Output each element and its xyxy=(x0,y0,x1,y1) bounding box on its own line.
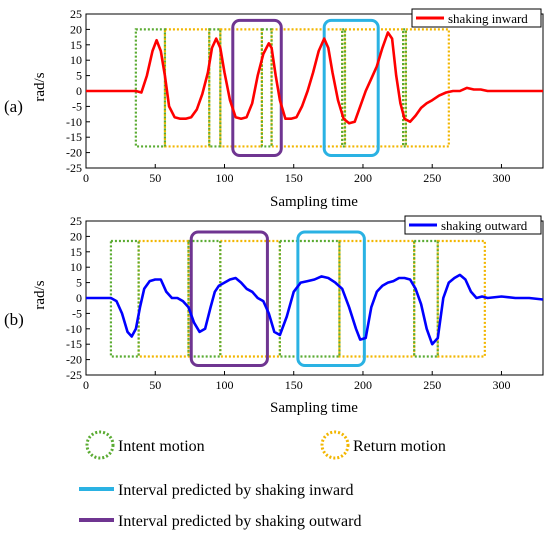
x-tick-label: 150 xyxy=(285,171,303,185)
y-tick-label: -10 xyxy=(66,115,82,129)
x-tick-label: 50 xyxy=(149,378,161,392)
return-motion-interval xyxy=(219,239,281,358)
x-axis-label-b: Sampling time xyxy=(270,400,358,416)
intent-motion-interval xyxy=(109,239,140,358)
return-motion-interval xyxy=(219,28,263,148)
intent-motion-interval xyxy=(187,239,222,358)
return-motion-interval xyxy=(404,28,450,148)
plot-frame-b xyxy=(85,220,544,376)
return-motion-interval xyxy=(436,239,486,358)
legend-box-b xyxy=(404,215,542,235)
intent-motion-interval xyxy=(260,28,273,148)
series-line-shaking-outward xyxy=(86,273,544,346)
interval-boxes-b xyxy=(109,230,486,368)
y-tick-label: 25 xyxy=(70,7,82,21)
y-tick-label: -10 xyxy=(66,322,82,336)
y-tick-label: 0 xyxy=(76,291,82,305)
y-tick-label: 15 xyxy=(70,38,82,52)
predicted-interval-outward xyxy=(231,18,283,157)
chart-panel-b: (b) rad/s Sampling time -25-20-15-10-505… xyxy=(4,214,544,416)
x-tick-label: 200 xyxy=(354,171,372,185)
y-tick-label: 5 xyxy=(76,276,82,290)
y-tick-label: -20 xyxy=(66,146,82,160)
y-tick-label: -5 xyxy=(72,99,82,113)
y-tick-label: -15 xyxy=(66,130,82,144)
intent-motion-interval xyxy=(134,28,167,148)
y-tick-label: 20 xyxy=(70,229,82,243)
x-tick-label: 150 xyxy=(285,378,303,392)
x-tick-label: 200 xyxy=(354,378,372,392)
intent-motion-interval xyxy=(413,239,439,358)
return-motion-legend-icon xyxy=(320,430,350,460)
x-tick-label: 250 xyxy=(423,378,441,392)
y-tick-label: -20 xyxy=(66,353,82,367)
y-axis-label-a: rad/s xyxy=(32,72,48,101)
y-tick-label: 10 xyxy=(70,260,82,274)
predicted-interval-inward xyxy=(322,18,380,157)
legend-b: shaking outward xyxy=(404,215,542,235)
intent-motion-interval xyxy=(208,28,222,148)
x-axis-label-a: Sampling time xyxy=(270,194,358,210)
y-tick-label: 5 xyxy=(76,69,82,83)
y-tick-label: 10 xyxy=(70,53,82,67)
x-tick-label: 0 xyxy=(83,171,89,185)
return-motion-interval xyxy=(343,28,405,148)
legend-box-a xyxy=(411,8,542,28)
y-tick-label: 15 xyxy=(70,245,82,259)
x-tick-label: 300 xyxy=(492,171,510,185)
x-tick-label: 250 xyxy=(423,171,441,185)
interval-legend: Intent motion Return motion Interval pre… xyxy=(79,430,446,530)
pred-inward-legend-label: Interval predicted by shaking inward xyxy=(118,482,353,499)
x-tick-label: 100 xyxy=(215,378,233,392)
y-tick-label: -25 xyxy=(66,161,82,175)
legend-label-shaking-inward: shaking inward xyxy=(448,11,528,26)
intent-motion-legend-label: Intent motion xyxy=(118,438,205,455)
y-tick-label: -5 xyxy=(72,306,82,320)
return-motion-legend-label: Return motion xyxy=(353,438,446,455)
panel-label-a: (a) xyxy=(4,97,23,116)
y-tick-label: -15 xyxy=(66,337,82,351)
intent-motion-interval xyxy=(402,28,408,148)
y-tick-label: 0 xyxy=(76,84,82,98)
pred-outward-legend-label: Interval predicted by shaking outward xyxy=(118,513,361,530)
y-tick-label: 25 xyxy=(70,214,82,228)
return-motion-interval xyxy=(163,28,211,148)
predicted-interval-outward xyxy=(189,230,269,368)
series-line-shaking-inward xyxy=(86,31,543,125)
legend-a: shaking inward xyxy=(411,8,542,28)
interval-boxes-a xyxy=(134,18,450,157)
y-axis-label-b: rad/s xyxy=(32,280,48,309)
x-tick-label: 300 xyxy=(492,378,510,392)
chart-panel-a: (a) rad/s Sampling time -25-20-15-10-505… xyxy=(4,7,544,210)
intent-motion-interval xyxy=(278,239,341,358)
x-tick-label: 100 xyxy=(215,171,233,185)
y-tick-label: -25 xyxy=(66,368,82,382)
plot-frame-a xyxy=(85,13,544,169)
intent-motion-legend-icon xyxy=(85,430,115,460)
predicted-interval-inward xyxy=(296,230,366,368)
intent-motion-interval xyxy=(341,28,347,148)
panel-label-b: (b) xyxy=(4,310,24,329)
x-tick-label: 0 xyxy=(83,378,89,392)
x-tick-label: 50 xyxy=(149,171,161,185)
legend-label-shaking-outward: shaking outward xyxy=(441,218,528,233)
return-motion-interval xyxy=(338,239,416,358)
y-tick-label: 20 xyxy=(70,22,82,36)
